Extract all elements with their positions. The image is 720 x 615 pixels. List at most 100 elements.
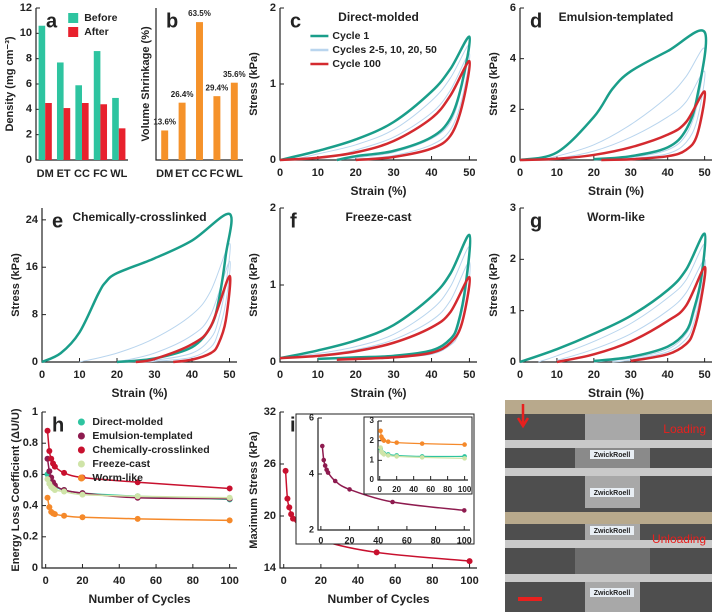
y-tick-label: 0 bbox=[26, 154, 32, 166]
panel: 0 8 16 24 0 10 20 30 40 50 Strain (%) Stress (kPa) C… bbox=[10, 208, 237, 400]
bar bbox=[75, 85, 82, 160]
legend-label: Direct-molded bbox=[92, 416, 163, 428]
y-tick-label: 2 bbox=[26, 129, 32, 141]
data-point bbox=[51, 463, 58, 470]
x-tick-label: 0 bbox=[43, 575, 49, 587]
bar bbox=[213, 96, 221, 160]
x-tick-label: 20 bbox=[392, 485, 401, 494]
data-point bbox=[284, 495, 291, 502]
y-tick-label: 4 bbox=[26, 103, 33, 115]
data-point bbox=[134, 515, 141, 522]
plate bbox=[505, 540, 712, 548]
x-tick-label: 100 bbox=[457, 535, 472, 545]
data-point bbox=[385, 453, 391, 458]
y-tick-label: 6 bbox=[510, 2, 516, 14]
x-tick-label: 40 bbox=[113, 575, 125, 587]
legend-label: Emulsion-templated bbox=[92, 430, 192, 442]
series-line bbox=[519, 232, 707, 364]
data-point bbox=[373, 549, 380, 556]
y-axis-label: Volume Shrinkage (%) bbox=[140, 26, 152, 142]
y-tick-label: 16 bbox=[26, 261, 38, 273]
data-point bbox=[44, 427, 51, 434]
bar bbox=[93, 51, 101, 160]
axis-line bbox=[519, 208, 712, 363]
x-tick-label: 50 bbox=[463, 369, 475, 381]
y-axis-label: Stress (kPa) bbox=[248, 52, 260, 116]
data-point bbox=[419, 441, 425, 446]
panel-letter: i bbox=[290, 414, 296, 436]
y-tick-label: 2 bbox=[309, 524, 314, 534]
x-tick-label: 0 bbox=[277, 167, 283, 179]
legend-swatch bbox=[68, 27, 79, 37]
arrow bbox=[516, 404, 530, 429]
data-point bbox=[381, 452, 387, 457]
bar bbox=[82, 103, 89, 160]
series-line bbox=[135, 274, 232, 364]
x-tick-label: 10 bbox=[551, 167, 563, 179]
x-tick-label: 80 bbox=[443, 485, 452, 494]
series-line bbox=[279, 276, 472, 361]
x-tick-label: 0 bbox=[281, 575, 287, 587]
panel-letter: c bbox=[290, 10, 301, 32]
y-tick-label: 0 bbox=[270, 154, 276, 166]
x-tick-label: 40 bbox=[662, 369, 674, 381]
y-tick-label: 0.8 bbox=[23, 437, 38, 449]
x-tick-label: 20 bbox=[315, 575, 327, 587]
y-tick-label: 2 bbox=[270, 202, 276, 214]
x-tick-label: 30 bbox=[625, 369, 637, 381]
data-point bbox=[378, 445, 383, 450]
bar bbox=[38, 25, 46, 160]
logo: ZwickRoell bbox=[594, 590, 631, 597]
data-point bbox=[381, 438, 387, 443]
series-line bbox=[279, 233, 472, 361]
data-point bbox=[282, 467, 289, 474]
y-tick-label: 0 bbox=[510, 154, 516, 166]
logo-plate bbox=[590, 588, 634, 597]
panel-letter: a bbox=[46, 10, 58, 32]
data-point bbox=[394, 454, 399, 459]
data-point bbox=[320, 443, 325, 449]
x-tick-label: 50 bbox=[463, 167, 475, 179]
plate bbox=[505, 400, 712, 414]
x-tick-label: 50 bbox=[698, 369, 710, 381]
y-tick-label: 0.4 bbox=[23, 500, 39, 512]
panel-title: Chemically-crosslinked bbox=[72, 210, 206, 224]
bar bbox=[230, 82, 238, 160]
value-label: 63.5% bbox=[188, 9, 211, 18]
legend-label: Freeze-cast bbox=[92, 458, 150, 470]
y-tick-label: 1 bbox=[32, 406, 38, 418]
series-line bbox=[279, 59, 472, 162]
x-tick-label: FC bbox=[93, 168, 108, 180]
panel: 0 2 4 6 0 10 20 30 40 50 Strain (%) Stress (kPa) Emu… bbox=[488, 2, 712, 198]
data-point bbox=[462, 456, 467, 461]
legend-label: Worm-like bbox=[92, 472, 143, 484]
logo: ZwickRoell bbox=[594, 528, 631, 535]
y-tick-label: 2 bbox=[510, 103, 516, 115]
sample bbox=[575, 548, 650, 574]
x-tick-label: 20 bbox=[350, 369, 362, 381]
x-tick-label: 20 bbox=[76, 575, 88, 587]
data-point bbox=[321, 457, 327, 463]
y-tick-label: 0 bbox=[32, 562, 38, 574]
x-tick-label: 40 bbox=[186, 369, 198, 381]
y-axis-label: Stress (kPa) bbox=[488, 253, 500, 317]
data-point bbox=[61, 488, 68, 495]
data-point bbox=[51, 511, 58, 518]
data-point bbox=[419, 455, 425, 460]
x-tick-label: ET bbox=[175, 168, 189, 180]
data-point bbox=[48, 455, 55, 462]
x-tick-label: 20 bbox=[350, 167, 362, 179]
panel-letter: f bbox=[290, 210, 297, 232]
y-axis-label: Maximum Stress (kPa) bbox=[248, 431, 260, 549]
y-tick-label: 1 bbox=[510, 305, 516, 317]
data-point bbox=[134, 479, 141, 486]
x-tick-label: 30 bbox=[625, 167, 637, 179]
data-point bbox=[394, 440, 399, 445]
bar bbox=[56, 62, 64, 160]
panel-title: Direct-molded bbox=[338, 10, 419, 24]
legend-label: Chemically-crosslinked bbox=[92, 444, 209, 456]
data-point bbox=[226, 517, 233, 524]
bar bbox=[45, 103, 52, 160]
